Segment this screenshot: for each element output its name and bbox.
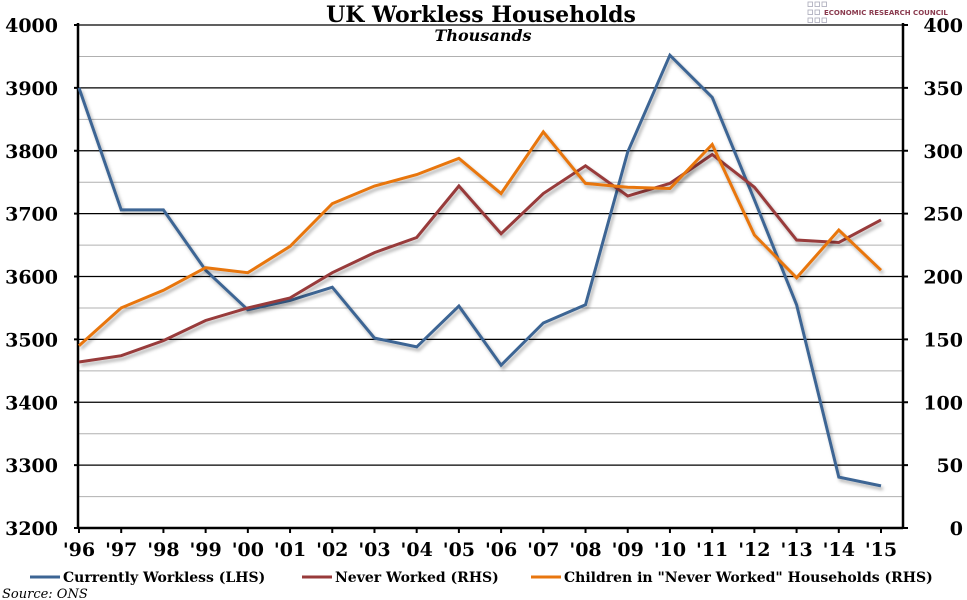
x-tick-label: '98: [147, 539, 179, 561]
x-tick-label: '03: [358, 539, 390, 561]
left-tick-label: 3400: [5, 392, 58, 414]
legend-label: Currently Workless (LHS): [63, 570, 265, 586]
x-tick-label: '13: [780, 539, 812, 561]
x-tick-label: '06: [485, 539, 517, 561]
logo-text: ECONOMIC RESEARCH COUNCIL: [824, 9, 948, 17]
left-tick-label: 3700: [5, 204, 58, 226]
legend-label: Children in "Never Worked" Households (R…: [564, 570, 933, 586]
x-tick-label: '11: [696, 539, 728, 561]
x-tick-label: '05: [443, 539, 475, 561]
x-tick-label: '96: [63, 539, 95, 561]
right-tick-label: 50: [937, 455, 963, 477]
left-tick-label: 3200: [5, 518, 58, 540]
logo-square: [814, 9, 820, 15]
right-tick-label: 150: [923, 329, 963, 351]
x-tick-label: '00: [232, 539, 264, 561]
x-tick-label: '99: [189, 539, 221, 561]
left-tick-label: 3900: [5, 78, 58, 100]
right-tick-label: 400: [923, 15, 963, 37]
logo-square: [807, 1, 813, 7]
x-tick-label: '09: [612, 539, 644, 561]
chart-title: UK Workless Households: [326, 2, 636, 28]
logo-square: [807, 9, 813, 15]
left-tick-label: 3500: [5, 329, 58, 351]
series-line: [77, 129, 883, 347]
x-tick-label: '01: [274, 539, 306, 561]
source-note: Source: ONS: [2, 587, 88, 600]
x-tick-label: '14: [823, 539, 855, 561]
left-tick-label: 4000: [5, 15, 58, 37]
x-tick-label: '97: [105, 539, 137, 561]
right-tick-label: 0: [950, 518, 963, 540]
logo-square: [814, 1, 820, 7]
x-tick-label: '08: [569, 539, 601, 561]
x-tick-label: '10: [654, 539, 686, 561]
right-tick-label: 200: [923, 267, 963, 289]
left-tick-label: 3300: [5, 455, 58, 477]
erc-logo: ECONOMIC RESEARCH COUNCIL: [807, 1, 948, 23]
right-tick-label: 250: [923, 204, 963, 226]
x-tick-label: '04: [401, 539, 433, 561]
x-tick-label: '15: [865, 539, 897, 561]
x-tick-label: '12: [738, 539, 770, 561]
right-tick-label: 300: [923, 141, 963, 163]
logo-square: [807, 17, 813, 23]
legend-label: Never Worked (RHS): [335, 570, 499, 586]
logo-square: [821, 17, 827, 23]
right-tick-label: 350: [923, 78, 963, 100]
logo-square: [821, 1, 827, 7]
left-tick-label: 3600: [5, 267, 58, 289]
right-tick-label: 100: [923, 392, 963, 414]
x-tick-label: '07: [527, 539, 559, 561]
logo-square: [814, 17, 820, 23]
x-tick-label: '02: [316, 539, 348, 561]
left-tick-label: 3800: [5, 141, 58, 163]
chart-subtitle: Thousands: [434, 26, 531, 45]
series-line: [78, 152, 882, 364]
